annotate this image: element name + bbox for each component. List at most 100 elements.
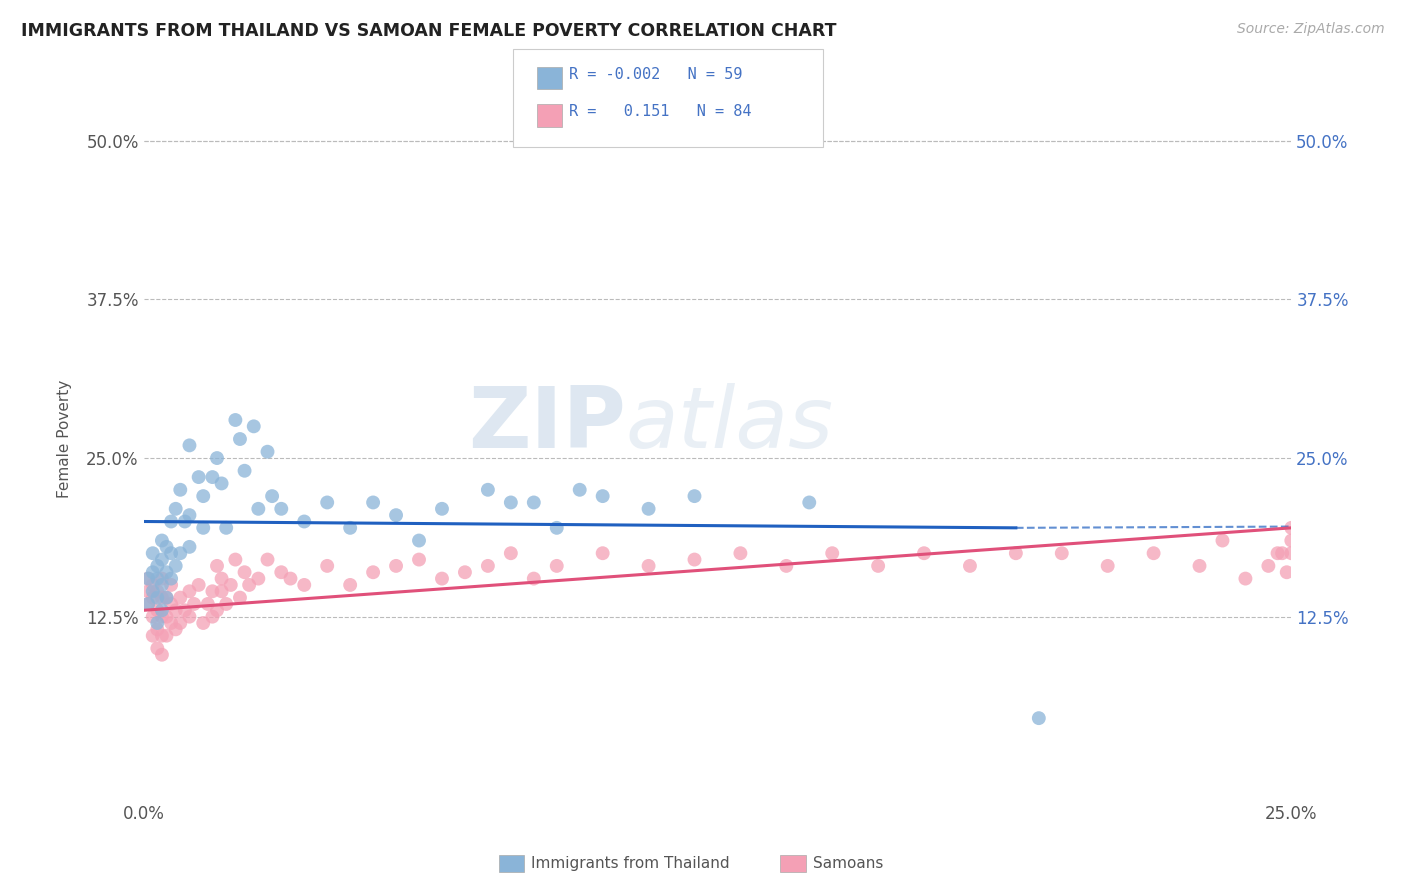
Point: [1005, 546, 1028, 560]
Point: [165, 558, 187, 573]
Point: [160, 546, 183, 560]
Point: [160, 572, 183, 586]
Point: [1267, 546, 1289, 560]
Point: [169, 483, 191, 497]
Point: [150, 609, 173, 624]
Point: [169, 546, 191, 560]
Point: [155, 566, 177, 580]
Point: [173, 515, 195, 529]
Point: [193, 521, 215, 535]
Point: [201, 470, 224, 484]
Point: [339, 521, 361, 535]
Point: [270, 501, 292, 516]
Point: [165, 501, 187, 516]
Point: [408, 533, 430, 548]
Point: [179, 438, 201, 452]
Point: [155, 591, 177, 605]
Point: [292, 515, 315, 529]
Point: [136, 584, 159, 599]
Point: [1279, 546, 1302, 560]
Point: [1257, 558, 1279, 573]
Point: [146, 641, 169, 656]
Point: [150, 629, 173, 643]
Text: atlas: atlas: [626, 383, 834, 466]
Point: [150, 552, 173, 566]
Point: [385, 508, 408, 523]
Point: [150, 533, 173, 548]
Point: [683, 552, 706, 566]
Point: [146, 615, 169, 630]
Point: [1211, 533, 1233, 548]
Point: [1279, 533, 1302, 548]
Point: [637, 558, 659, 573]
Point: [592, 546, 614, 560]
Point: [730, 546, 752, 560]
Point: [215, 597, 238, 611]
Point: [1279, 521, 1302, 535]
Point: [247, 572, 270, 586]
Point: [238, 578, 260, 592]
Point: [187, 578, 209, 592]
Text: R =   0.151   N = 84: R = 0.151 N = 84: [569, 104, 752, 120]
Point: [270, 566, 292, 580]
Point: [523, 495, 546, 509]
Point: [205, 451, 228, 466]
Point: [205, 603, 228, 617]
Point: [523, 572, 546, 586]
Point: [179, 508, 201, 523]
Text: IMMIGRANTS FROM THAILAND VS SAMOAN FEMALE POVERTY CORRELATION CHART: IMMIGRANTS FROM THAILAND VS SAMOAN FEMAL…: [21, 22, 837, 40]
Point: [197, 597, 219, 611]
Point: [247, 501, 270, 516]
Point: [1097, 558, 1119, 573]
Point: [179, 584, 201, 599]
Point: [146, 623, 169, 637]
Point: [160, 597, 183, 611]
Point: [683, 489, 706, 503]
Point: [136, 572, 159, 586]
Point: [211, 476, 233, 491]
Point: [1142, 546, 1164, 560]
Point: [256, 444, 278, 458]
Text: ZIP: ZIP: [468, 383, 626, 466]
Point: [136, 597, 159, 611]
Point: [155, 591, 177, 605]
Point: [136, 597, 159, 611]
Point: [1028, 711, 1050, 725]
Point: [160, 615, 183, 630]
Point: [499, 495, 522, 509]
Point: [229, 591, 252, 605]
Point: [912, 546, 935, 560]
Point: [165, 603, 187, 617]
Point: [546, 521, 568, 535]
Point: [1234, 572, 1257, 586]
Point: [146, 558, 169, 573]
Point: [219, 578, 242, 592]
Point: [477, 483, 499, 497]
Text: Source: ZipAtlas.com: Source: ZipAtlas.com: [1237, 22, 1385, 37]
Point: [385, 558, 408, 573]
Point: [868, 558, 890, 573]
Point: [179, 540, 201, 554]
Point: [146, 603, 169, 617]
Point: [233, 566, 256, 580]
Point: [361, 495, 384, 509]
Point: [229, 432, 252, 446]
Point: [256, 552, 278, 566]
Point: [155, 629, 177, 643]
Point: [142, 609, 165, 624]
Point: [262, 489, 284, 503]
Point: [136, 572, 159, 586]
Point: [165, 623, 187, 637]
Point: [211, 584, 233, 599]
Point: [224, 552, 246, 566]
Point: [193, 489, 215, 503]
Point: [316, 495, 339, 509]
Point: [361, 566, 384, 580]
Y-axis label: Female Poverty: Female Poverty: [58, 380, 72, 498]
Point: [499, 546, 522, 560]
Point: [193, 615, 215, 630]
Point: [142, 629, 165, 643]
Point: [160, 578, 183, 592]
Point: [150, 648, 173, 662]
Point: [339, 578, 361, 592]
